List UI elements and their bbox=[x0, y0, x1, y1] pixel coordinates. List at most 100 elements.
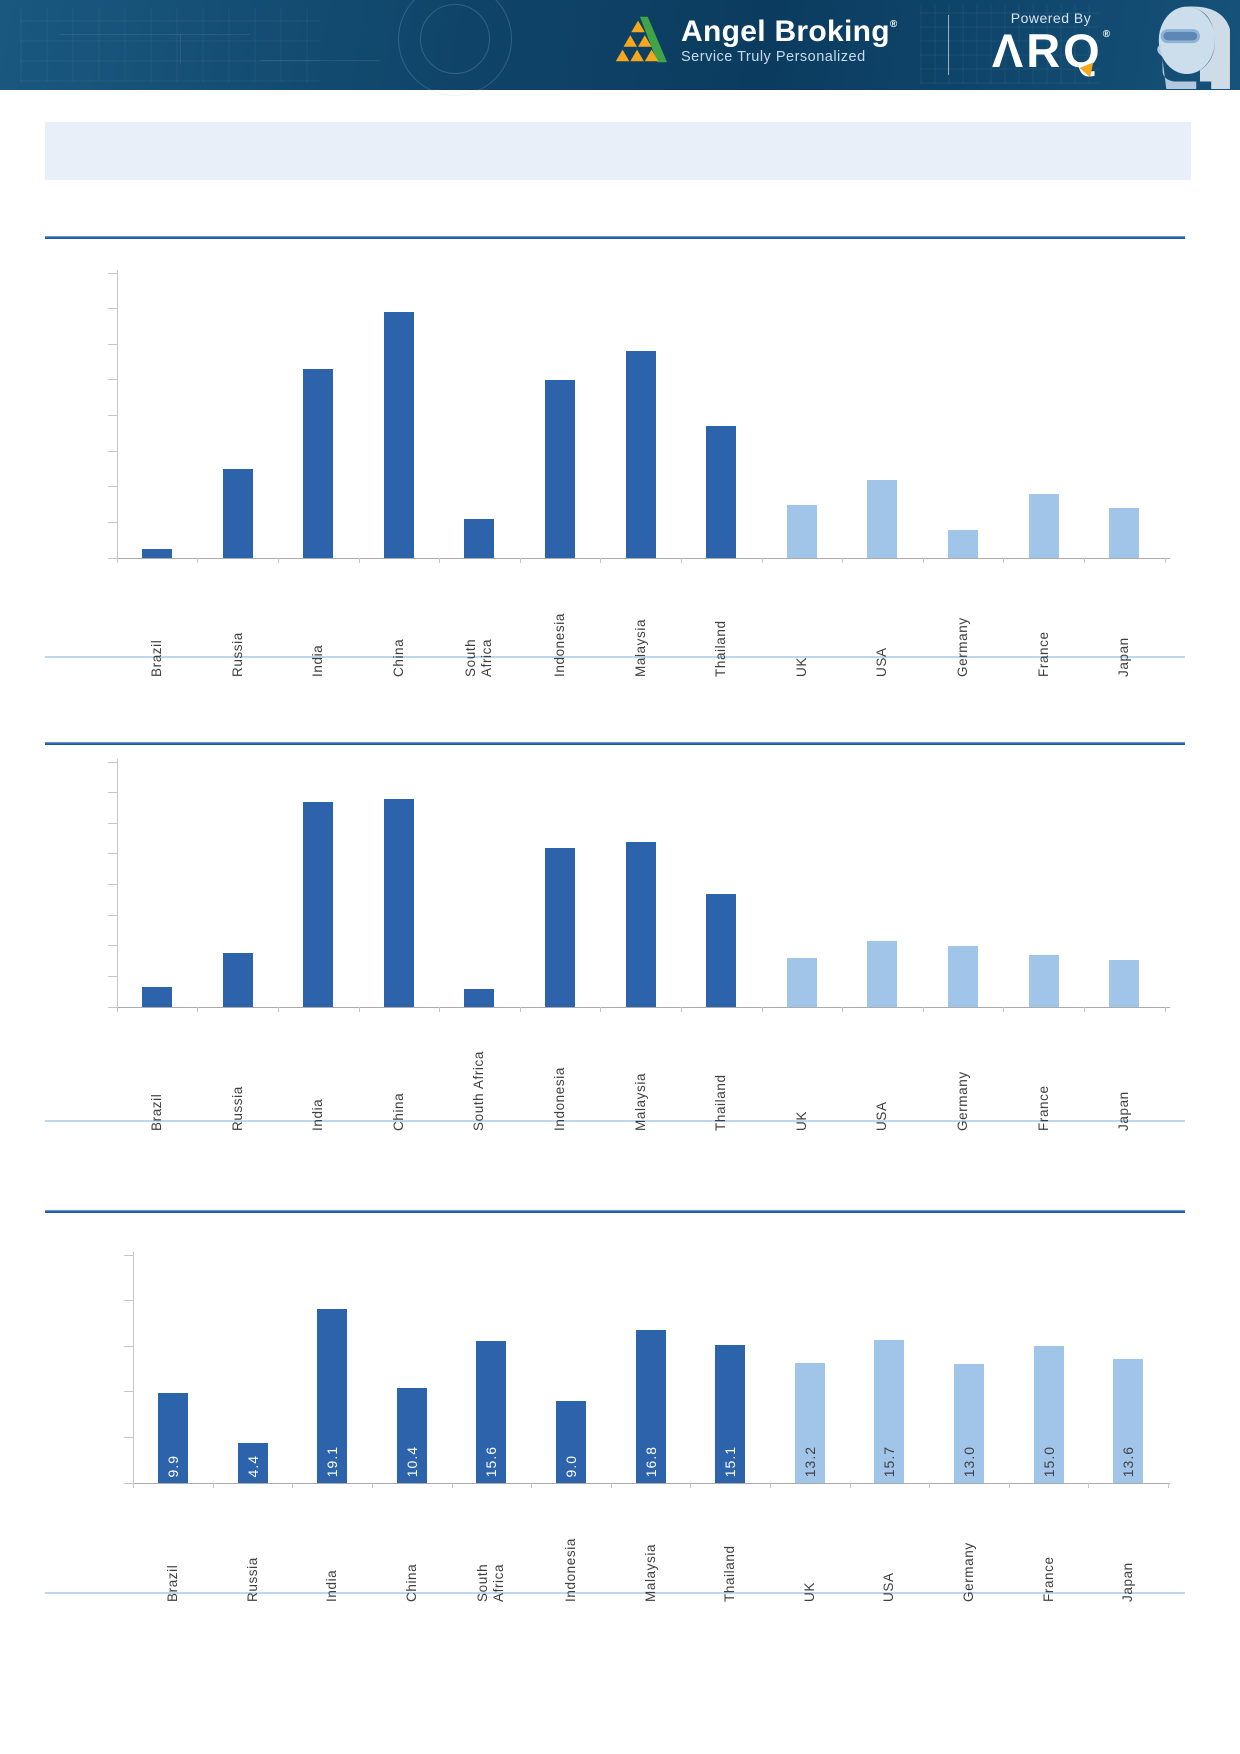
bar-value-label: 15.1 bbox=[722, 1445, 739, 1477]
category-label-wrap: France bbox=[1012, 567, 1076, 677]
section-rule-faint bbox=[45, 1592, 1185, 1594]
category-label-china: China bbox=[390, 1092, 406, 1131]
y-axis-tick bbox=[124, 1345, 133, 1347]
y-axis-tick bbox=[108, 884, 117, 885]
decor-line bbox=[180, 34, 181, 64]
y-axis-tick bbox=[108, 914, 117, 916]
category-label-japan: Japan bbox=[1120, 1562, 1136, 1602]
y-axis-tick bbox=[108, 975, 117, 977]
category-label-wrap: Indonesia bbox=[528, 1016, 592, 1131]
category-label-wrap: China bbox=[367, 1016, 431, 1131]
category-label-wrap: India bbox=[286, 1016, 350, 1131]
bar-value-wrap: 15.1 bbox=[715, 1446, 745, 1477]
y-axis-tick bbox=[108, 450, 117, 452]
x-axis-tick bbox=[1164, 558, 1166, 563]
category-label-wrap: Malaysia bbox=[609, 567, 673, 677]
x-axis-tick bbox=[761, 558, 763, 563]
category-label-wrap: Malaysia bbox=[619, 1492, 683, 1602]
bar-value-label: 10.4 bbox=[403, 1445, 420, 1477]
category-label-wrap: Germany bbox=[937, 1492, 1001, 1602]
brand-name: Angel Broking® bbox=[681, 15, 898, 48]
x-axis-tick bbox=[1003, 1007, 1005, 1012]
bar-value-wrap: 4.4 bbox=[238, 1455, 268, 1477]
x-axis-tick bbox=[1164, 1007, 1166, 1012]
y-axis-tick bbox=[108, 761, 117, 763]
category-label-uk: UK bbox=[801, 1582, 817, 1602]
category-label-usa: USA bbox=[881, 1572, 897, 1602]
category-label-china: China bbox=[403, 1563, 419, 1602]
category-label-indonesia: Indonesia bbox=[552, 1067, 567, 1131]
bar-chart-2: Brazil Russia India China South Africa Indone… bbox=[108, 759, 1170, 1131]
category-label-wrap: France bbox=[1017, 1492, 1081, 1602]
x-axis-tick bbox=[1008, 1483, 1010, 1488]
y-axis-tick bbox=[108, 557, 117, 559]
bar-value-label: 13.0 bbox=[961, 1445, 977, 1477]
category-label-wrap: South Africa bbox=[459, 1492, 523, 1602]
bar-value-label: 15.6 bbox=[483, 1445, 500, 1477]
bar-japan: 13.6 bbox=[1113, 1358, 1144, 1483]
bar-india: 19.1 bbox=[317, 1308, 348, 1483]
x-axis-tick bbox=[292, 1483, 294, 1488]
plot-area: Brazil Russia India China South Africa Indone… bbox=[108, 759, 1170, 1131]
x-axis-tick bbox=[439, 558, 441, 563]
bar-value-label: 15.7 bbox=[881, 1445, 898, 1477]
bar-value-wrap: 13.6 bbox=[1113, 1446, 1143, 1477]
bar-russia: 4.4 bbox=[237, 1442, 268, 1483]
decor-line bbox=[60, 34, 250, 35]
x-axis-tick bbox=[770, 1483, 771, 1488]
bar-france bbox=[1028, 954, 1059, 1007]
x-axis-tick bbox=[1083, 558, 1085, 563]
category-label-wrap: Thailand bbox=[698, 1492, 762, 1602]
category-label-indonesia: Indonesia bbox=[563, 1538, 578, 1602]
category-label-wrap: Japan bbox=[1096, 1492, 1160, 1602]
y-axis-tick bbox=[108, 1006, 117, 1008]
category-label-india: India bbox=[310, 1098, 326, 1131]
category-label-japan: Japan bbox=[1116, 1091, 1132, 1131]
bar-value-wrap: 15.7 bbox=[874, 1446, 904, 1477]
bar-value-wrap: 15.6 bbox=[476, 1446, 506, 1477]
category-label-wrap: USA bbox=[857, 1492, 921, 1602]
category-label-wrap: South Africa bbox=[447, 1016, 511, 1131]
section-rule bbox=[45, 236, 1185, 239]
category-label-wrap: India bbox=[300, 1492, 364, 1602]
x-axis-tick bbox=[277, 558, 279, 563]
x-axis-tick bbox=[451, 1483, 453, 1488]
category-label-thailand: Thailand bbox=[713, 1074, 729, 1131]
bar-value-wrap: 16.8 bbox=[636, 1446, 666, 1477]
category-label-wrap: USA bbox=[850, 1016, 914, 1131]
bar-value-label: 16.8 bbox=[642, 1445, 659, 1477]
arq-logo-block: Powered By ΛRQ® bbox=[966, 10, 1136, 77]
bar-france bbox=[1028, 493, 1059, 558]
category-label-wrap: Russia bbox=[221, 1492, 285, 1602]
bar-indonesia: 9.0 bbox=[556, 1400, 586, 1483]
category-label-malaysia: Malaysia bbox=[632, 1072, 648, 1131]
category-label-germany: Germany bbox=[955, 617, 970, 677]
y-axis-line bbox=[117, 270, 118, 558]
bar-india bbox=[303, 801, 334, 1007]
x-axis-line bbox=[117, 1007, 1170, 1008]
title-banner bbox=[45, 122, 1191, 180]
category-label-wrap: Japan bbox=[1092, 1016, 1156, 1131]
decor-ring-icon bbox=[420, 4, 490, 74]
category-label-wrap: UK bbox=[770, 1016, 834, 1131]
category-label-wrap: UK bbox=[778, 1492, 842, 1602]
x-axis-tick bbox=[519, 558, 521, 563]
category-label-wrap: Brazil bbox=[125, 567, 189, 677]
category-label-wrap: Indonesia bbox=[539, 1492, 603, 1602]
y-axis-tick bbox=[124, 1300, 133, 1302]
bar-value-wrap: 13.0 bbox=[954, 1446, 984, 1477]
bar-malaysia: 16.8 bbox=[635, 1329, 666, 1483]
category-label-india: India bbox=[310, 644, 326, 677]
bar-value-wrap: 9.9 bbox=[158, 1455, 188, 1477]
bar-china bbox=[383, 312, 414, 558]
category-label-wrap: USA bbox=[850, 567, 914, 677]
category-label-uk: UK bbox=[793, 1111, 809, 1131]
section-rule bbox=[45, 1210, 1185, 1213]
powered-by-label: Powered By bbox=[1010, 10, 1092, 26]
y-axis-tick bbox=[124, 1391, 133, 1393]
category-label-france: France bbox=[1040, 1556, 1056, 1602]
bar-indonesia bbox=[545, 847, 575, 1007]
x-axis-line bbox=[117, 558, 1170, 559]
bar-value-label: 4.4 bbox=[244, 1454, 261, 1477]
section-rule-faint bbox=[45, 1120, 1185, 1122]
